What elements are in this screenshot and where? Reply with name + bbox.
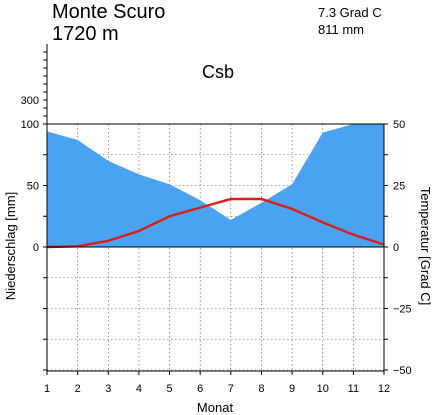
temperature-point bbox=[107, 240, 110, 242]
left-axis-label: Niederschlag [mm] bbox=[3, 192, 18, 300]
left-tick-label: 50 bbox=[27, 181, 39, 193]
right-tick-label: −50 bbox=[393, 365, 412, 377]
x-tick-label: 3 bbox=[105, 383, 111, 395]
x-tick-label: 10 bbox=[317, 383, 329, 395]
x-tick-label: 1 bbox=[44, 383, 50, 395]
temperature-point bbox=[168, 215, 171, 218]
right-tick-label: 25 bbox=[393, 181, 405, 193]
x-tick-label: 7 bbox=[228, 383, 234, 395]
left-tick-label: 300 bbox=[21, 95, 39, 107]
right-tick-label: 50 bbox=[393, 119, 405, 131]
x-tick-label: 5 bbox=[166, 383, 172, 395]
x-tick-label: 9 bbox=[289, 383, 295, 395]
climate-class: Csb bbox=[202, 62, 234, 82]
right-tick-label: 0 bbox=[393, 242, 399, 254]
temperature-point bbox=[230, 198, 232, 200]
annual-precipitation: 811 mm bbox=[318, 22, 364, 37]
x-tick-label: 12 bbox=[378, 383, 390, 395]
temperature-point bbox=[199, 206, 201, 209]
right-tick-label: −25 bbox=[393, 304, 412, 316]
left-tick-label: 100 bbox=[21, 119, 39, 131]
x-tick-label: 2 bbox=[75, 383, 81, 395]
left-tick-label: 0 bbox=[33, 242, 39, 254]
temperature-point bbox=[291, 208, 293, 210]
axes bbox=[43, 44, 388, 375]
temperature-point bbox=[260, 198, 263, 200]
station-name: Monte Scuro bbox=[52, 1, 165, 23]
x-tick-label: 4 bbox=[136, 383, 142, 395]
right-axis-label: Temperatur [Grad C] bbox=[418, 187, 433, 306]
data-series bbox=[46, 124, 385, 249]
x-tick-label: 6 bbox=[197, 383, 203, 395]
station-elevation: 1720 m bbox=[52, 23, 119, 45]
x-axis-label: Monat bbox=[197, 400, 234, 415]
temperature-point bbox=[321, 221, 324, 224]
x-tick-label: 11 bbox=[348, 383, 359, 395]
temperature-line bbox=[46, 197, 385, 249]
mean-temperature: 7.3 Grad C bbox=[318, 5, 382, 20]
precipitation-area bbox=[47, 124, 384, 247]
temperature-point bbox=[352, 233, 355, 236]
temperature-point bbox=[138, 230, 140, 232]
x-tick-label: 8 bbox=[258, 383, 264, 395]
